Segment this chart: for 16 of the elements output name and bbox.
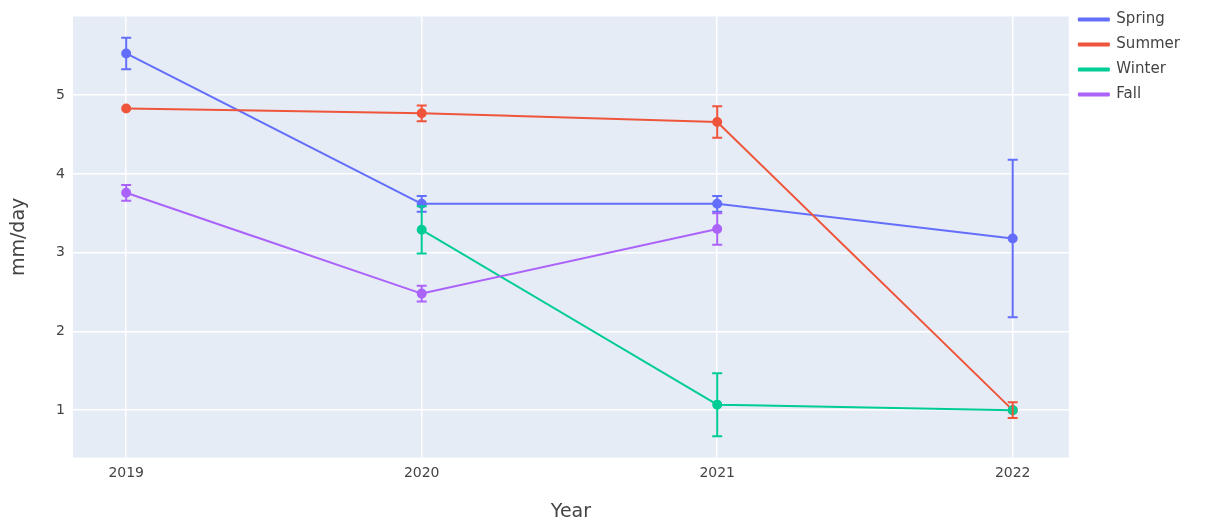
legend-label: Summer xyxy=(1116,34,1181,53)
legend-label: Winter xyxy=(1116,59,1167,78)
x-tick-label: 2021 xyxy=(699,464,736,481)
y-tick-label: 2 xyxy=(56,322,65,339)
legend-label: Fall xyxy=(1116,84,1142,103)
x-tick-label: 2020 xyxy=(403,464,440,481)
y-axis-title: mm/day xyxy=(6,197,29,277)
y-tick-label: 4 xyxy=(56,164,66,181)
y-tick-label: 5 xyxy=(56,85,65,102)
legend-label: Spring xyxy=(1116,9,1165,28)
point xyxy=(121,103,132,114)
x-axis-title: Year xyxy=(549,498,592,521)
y-tick-label: 1 xyxy=(56,400,65,417)
x-tick-label: 2022 xyxy=(994,464,1031,481)
y-tick-label: 3 xyxy=(56,243,65,260)
x-tick-label: 2019 xyxy=(108,464,145,481)
